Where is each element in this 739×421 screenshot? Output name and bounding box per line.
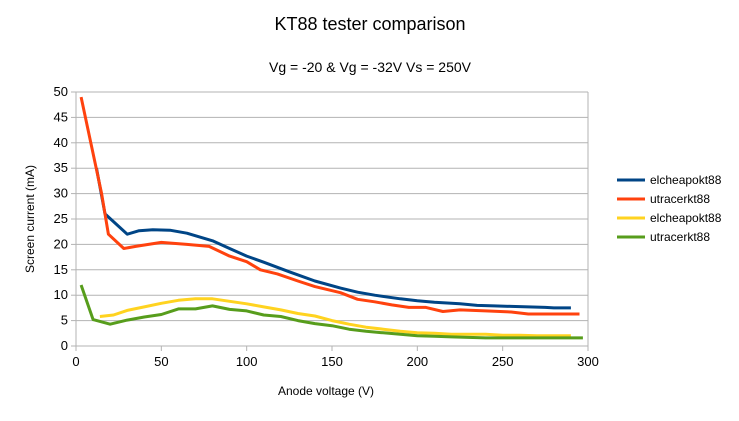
y-tick-label: 50 — [54, 84, 68, 99]
y-tick-label: 25 — [54, 211, 68, 226]
y-tick-label: 35 — [54, 160, 68, 175]
y-tick-label: 15 — [54, 262, 68, 277]
y-tick-label: 30 — [54, 186, 68, 201]
x-tick-label: 250 — [492, 354, 514, 369]
axes — [71, 91, 589, 351]
x-tick-label: 300 — [577, 354, 599, 369]
series-line-1 — [79, 96, 580, 316]
y-tick-label: 40 — [54, 135, 68, 150]
series-line-2 — [99, 297, 571, 338]
legend-label-2: elcheapokt88 — [650, 211, 722, 225]
x-tick-label: 0 — [72, 354, 79, 369]
y-axis-label: Screen current (mA) — [23, 165, 37, 273]
x-tick-label: 50 — [154, 354, 168, 369]
x-axis-label: Anode voltage (V) — [278, 384, 374, 398]
y-tick-label: 5 — [61, 313, 68, 328]
y-tick-label: 10 — [54, 287, 68, 302]
grid — [76, 91, 588, 347]
chart-subtitle: Vg = -20 & Vg = -32V Vs = 250V — [269, 59, 472, 75]
legend-label-0: elcheapokt88 — [650, 173, 722, 187]
y-tick-label: 0 — [61, 338, 68, 353]
x-tick-label: 150 — [321, 354, 343, 369]
x-tick-label: 200 — [406, 354, 428, 369]
legend-label-3: utracerkt88 — [650, 230, 710, 244]
legend-label-1: utracerkt88 — [650, 192, 710, 206]
chart-title: KT88 tester comparison — [274, 14, 465, 34]
legend: elcheapokt88 utracerkt88 elcheapokt88 utrac… — [617, 173, 722, 244]
series-line-3 — [79, 284, 583, 340]
x-tick-label: 100 — [236, 354, 258, 369]
series-lines — [79, 96, 583, 340]
tick-labels: 0 5 10 15 20 25 30 35 40 45 50 0 50 100 150 200 250 300 — [54, 84, 599, 369]
series-line-0 — [95, 167, 571, 310]
y-tick-label: 20 — [54, 236, 68, 251]
y-tick-label: 45 — [54, 109, 68, 124]
